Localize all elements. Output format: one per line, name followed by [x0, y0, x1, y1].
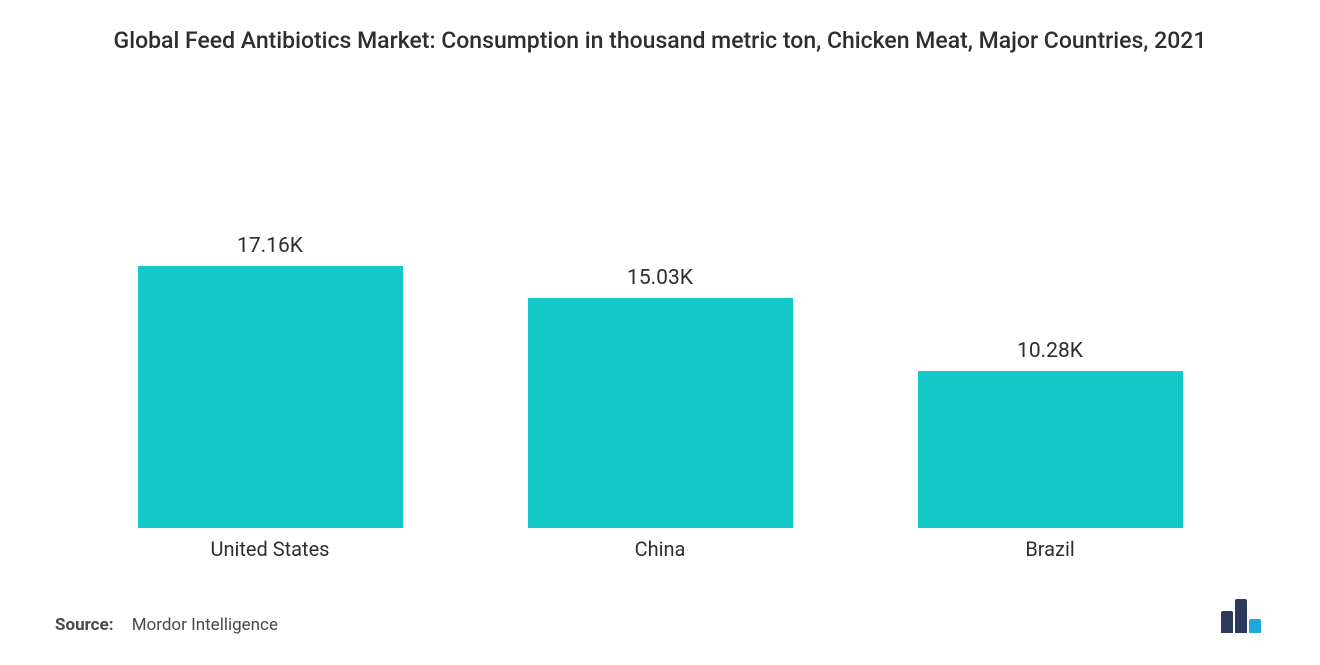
x-label-2: Brazil	[875, 537, 1226, 561]
chart-title: Global Feed Antibiotics Market: Consumpt…	[114, 25, 1207, 57]
chart-footer: Source: Mordor Intelligence	[55, 599, 1265, 635]
bar-0	[138, 266, 403, 528]
bar-value-label: 10.28K	[1017, 339, 1083, 363]
x-axis-labels: United States China Brazil	[55, 529, 1265, 561]
x-label-1: China	[485, 537, 836, 561]
bar-1	[528, 298, 793, 528]
bar-value-label: 17.16K	[237, 234, 303, 258]
bar-2	[918, 371, 1183, 528]
x-label-0: United States	[95, 537, 446, 561]
logo-bar-1	[1235, 599, 1247, 633]
brand-logo-icon	[1221, 599, 1265, 635]
logo-bar-0	[1221, 611, 1233, 633]
plot-area: 17.16K 15.03K 10.28K	[55, 69, 1265, 529]
logo-bar-2	[1249, 619, 1261, 633]
chart-container: Global Feed Antibiotics Market: Consumpt…	[0, 0, 1320, 665]
bar-group-2: 10.28K	[875, 339, 1226, 528]
bar-group-0: 17.16K	[95, 234, 446, 528]
source-line: Source: Mordor Intelligence	[55, 615, 278, 635]
source-value: Mordor Intelligence	[132, 615, 278, 635]
source-label: Source:	[55, 615, 113, 635]
bar-value-label: 15.03K	[627, 266, 693, 290]
bar-group-1: 15.03K	[485, 266, 836, 528]
